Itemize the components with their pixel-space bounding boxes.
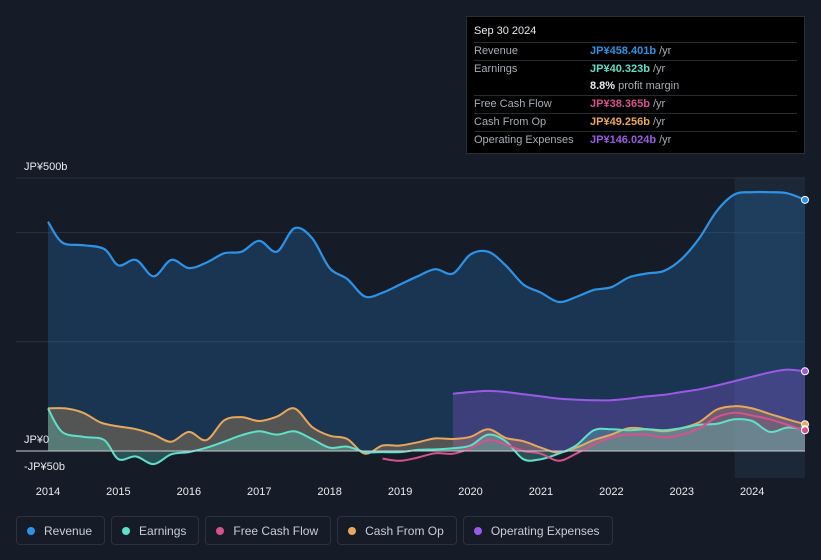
series-lines bbox=[47, 190, 806, 466]
y-label-top: JP¥500b bbox=[24, 161, 67, 173]
legend-label: Cash From Op bbox=[365, 523, 444, 538]
legend-item-earnings[interactable]: Earnings bbox=[111, 516, 200, 545]
y-label-zero: JP¥0 bbox=[24, 434, 49, 446]
tooltip-row-value: 8.8% bbox=[590, 80, 616, 92]
tooltip-row-label: Free Cash Flow bbox=[474, 98, 552, 110]
tooltip-row-unit: /yr bbox=[652, 63, 666, 75]
tooltip-row-value: JP¥458.401b bbox=[590, 45, 657, 57]
revenue-endpoint bbox=[801, 195, 809, 204]
legend-label: Free Cash Flow bbox=[233, 523, 319, 538]
tooltip-row-label: Earnings bbox=[474, 63, 518, 75]
legend-label: Operating Expenses bbox=[490, 523, 600, 538]
tooltip-row-unit: /yr bbox=[659, 45, 672, 57]
tooltip-row-free-cash-flow: Free Cash Flow JP¥38.365b/yr bbox=[474, 95, 797, 113]
x-axis-ticks: 2014 2015 2016 2017 2018 2019 2020 2021 2022 2023… bbox=[36, 486, 765, 498]
x-tick-2017: 2017 bbox=[247, 486, 271, 498]
legend-dot-icon bbox=[216, 526, 225, 535]
legend-item-cash-from-op[interactable]: Cash From Op bbox=[337, 516, 457, 545]
free-cash-flow-endpoint bbox=[801, 426, 809, 435]
earnings-line bbox=[47, 407, 806, 466]
x-tick-2021: 2021 bbox=[529, 486, 553, 498]
tooltip-row-earnings: Earnings JP¥40.323b/yr bbox=[474, 60, 797, 78]
operating-expenses-line bbox=[452, 368, 806, 402]
tooltip-date: Sep 30 2024 bbox=[474, 25, 537, 37]
operating-expenses-area bbox=[452, 369, 805, 451]
tooltip-row-value: JP¥49.256b bbox=[590, 116, 650, 128]
tooltip-row-unit: /yr bbox=[652, 116, 666, 128]
legend-dot-icon bbox=[122, 526, 131, 535]
legend-dot-icon bbox=[27, 526, 35, 535]
tooltip-row-operating-expenses: Operating Expenses JP¥146.024b/yr bbox=[474, 131, 797, 149]
tooltip-row-value: JP¥146.024b bbox=[590, 134, 657, 146]
tooltip-row-profit-margin: 8.8% profit margin bbox=[474, 78, 797, 95]
tooltip-row-label: Revenue bbox=[474, 45, 519, 57]
y-label-bottom: -JP¥50b bbox=[24, 461, 65, 473]
tooltip-row-unit: profit margin bbox=[618, 80, 680, 92]
legend-item-revenue[interactable]: Revenue bbox=[16, 516, 106, 545]
legend-dot-icon bbox=[348, 526, 357, 535]
legend-dot-icon bbox=[473, 526, 482, 535]
x-tick-2022: 2022 bbox=[599, 486, 623, 498]
legend-label: Revenue bbox=[44, 523, 93, 538]
free-cash-flow-line bbox=[382, 411, 806, 462]
x-tick-2024: 2024 bbox=[740, 486, 764, 498]
x-tick-2018: 2018 bbox=[317, 486, 341, 498]
tooltip-row-value: JP¥38.365b bbox=[590, 98, 650, 110]
legend-item-operating-expenses[interactable]: Operating Expenses bbox=[462, 516, 613, 545]
x-tick-2015: 2015 bbox=[106, 486, 130, 498]
series-endpoints bbox=[801, 195, 809, 435]
revenue-area bbox=[48, 191, 805, 451]
legend: Revenue Earnings Free Cash Flow Cash From O… bbox=[16, 516, 613, 545]
x-tick-2019: 2019 bbox=[388, 486, 412, 498]
x-tick-2014: 2014 bbox=[36, 486, 60, 498]
tooltip-row-label: Operating Expenses bbox=[474, 134, 574, 146]
legend-label: Earnings bbox=[139, 523, 187, 538]
tooltip-row-label bbox=[474, 78, 590, 95]
tooltip-panel: Sep 30 2024 Revenue JP¥458.401b/yr Earning… bbox=[466, 16, 805, 154]
x-tick-2016: 2016 bbox=[177, 486, 201, 498]
tooltip-row-label: Cash From Op bbox=[474, 116, 547, 128]
tooltip-row-unit: /yr bbox=[659, 134, 672, 146]
tooltip-row-unit: /yr bbox=[652, 98, 666, 110]
legend-item-free-cash-flow[interactable]: Free Cash Flow bbox=[205, 516, 332, 545]
tooltip-row-value: JP¥40.323b bbox=[590, 63, 650, 75]
gridlines bbox=[16, 177, 805, 343]
x-tick-2020: 2020 bbox=[458, 486, 482, 498]
tooltip-row-cash-from-op: Cash From Op JP¥49.256b/yr bbox=[474, 113, 797, 131]
x-tick-2023: 2023 bbox=[670, 486, 694, 498]
tooltip-row-revenue: Revenue JP¥458.401b/yr bbox=[474, 42, 797, 60]
operating-expenses-endpoint bbox=[801, 367, 809, 376]
revenue-line bbox=[47, 190, 806, 304]
earnings-area bbox=[48, 408, 805, 465]
